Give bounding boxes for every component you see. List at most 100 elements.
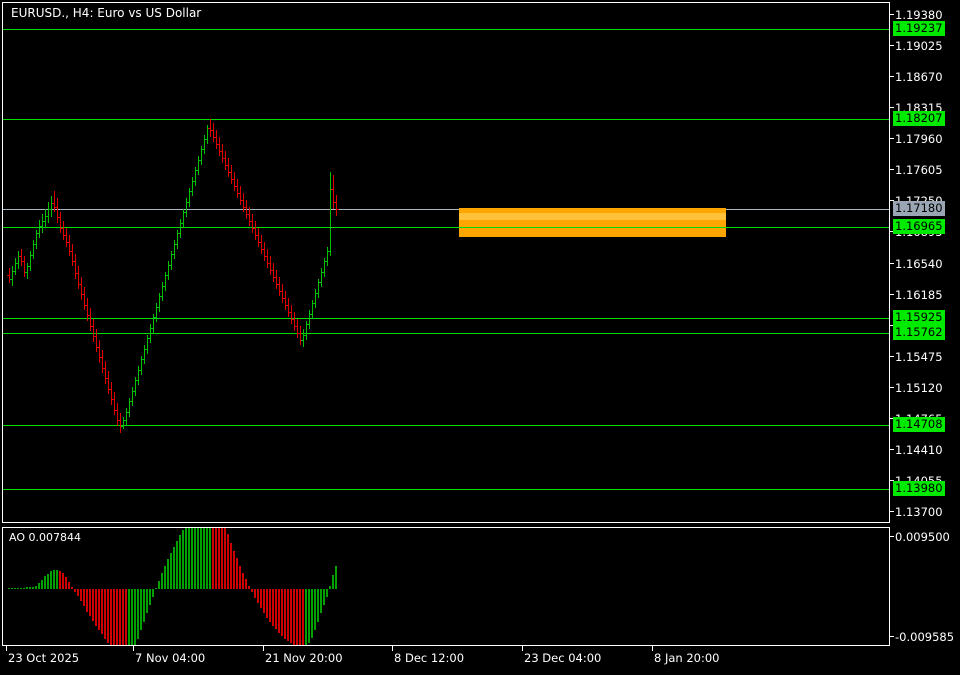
price-bar-open-tick bbox=[310, 313, 312, 315]
ao-histogram-bar bbox=[155, 588, 157, 589]
price-bar bbox=[51, 196, 52, 218]
support-level-line[interactable] bbox=[3, 227, 889, 228]
level-price-tag[interactable]: 1.14708 bbox=[893, 416, 945, 432]
time-tick-mark bbox=[392, 646, 393, 651]
price-bar bbox=[135, 376, 136, 396]
support-level-line[interactable] bbox=[3, 489, 889, 490]
ao-histogram-bar bbox=[98, 589, 100, 631]
price-bar bbox=[33, 240, 34, 260]
price-bar-open-tick bbox=[85, 304, 87, 306]
support-level-line[interactable] bbox=[3, 29, 889, 30]
price-bar-open-tick bbox=[193, 180, 195, 182]
price-bar bbox=[285, 290, 286, 310]
level-price-tag[interactable]: 1.15925 bbox=[893, 310, 945, 326]
ao-histogram-bar bbox=[302, 589, 304, 645]
level-price-tag[interactable]: 1.19237 bbox=[893, 20, 945, 36]
ao-histogram-bar bbox=[167, 559, 169, 589]
supply-demand-zone[interactable] bbox=[459, 207, 726, 238]
level-price-tag[interactable]: 1.13980 bbox=[893, 480, 945, 496]
ao-histogram-bar bbox=[140, 589, 142, 631]
price-bar bbox=[24, 255, 25, 277]
price-bar bbox=[336, 194, 337, 216]
ao-axis[interactable]: 0.009500 -0.009585 bbox=[890, 527, 958, 646]
price-bar bbox=[294, 311, 295, 331]
price-bar bbox=[81, 276, 82, 300]
ao-histogram-bar bbox=[86, 589, 88, 612]
ao-histogram-bar bbox=[116, 589, 118, 645]
ao-histogram-bar bbox=[263, 589, 265, 614]
price-bar bbox=[15, 257, 16, 275]
ao-histogram-bar bbox=[29, 586, 31, 589]
price-bar-open-tick bbox=[145, 348, 147, 350]
price-bar bbox=[96, 329, 97, 352]
ao-histogram-bar bbox=[77, 589, 79, 597]
ao-histogram-bar bbox=[170, 552, 172, 589]
time-tick-label: 8 Jan 20:00 bbox=[654, 651, 720, 665]
price-bar bbox=[237, 178, 238, 198]
time-tick-label: 21 Nov 20:00 bbox=[265, 651, 343, 665]
price-plot-area[interactable] bbox=[3, 3, 889, 522]
price-tick: 1.17960 bbox=[890, 133, 943, 145]
price-bar-open-tick bbox=[46, 215, 48, 217]
ao-histogram-bar bbox=[323, 589, 325, 606]
price-bar bbox=[153, 313, 154, 333]
ao-histogram-bar bbox=[233, 550, 235, 589]
ao-histogram-bar bbox=[248, 585, 250, 589]
price-bar-open-tick bbox=[262, 248, 264, 250]
ao-histogram-bar bbox=[173, 546, 175, 589]
price-bar-open-tick bbox=[244, 206, 246, 208]
support-level-line[interactable] bbox=[3, 318, 889, 319]
ao-histogram-bar bbox=[290, 589, 292, 644]
price-bar-open-tick bbox=[82, 294, 84, 296]
price-bar bbox=[141, 355, 142, 375]
ao-histogram-bar bbox=[200, 528, 202, 589]
bid-price-tag[interactable]: 1.17180 bbox=[893, 200, 945, 216]
price-bar bbox=[252, 213, 253, 233]
price-bar-open-tick bbox=[160, 296, 162, 297]
price-bar-open-tick bbox=[94, 336, 96, 338]
price-bar bbox=[225, 150, 226, 170]
ao-indicator-panel[interactable]: AO 0.007844 bbox=[2, 527, 890, 646]
bid-price-line[interactable] bbox=[3, 209, 889, 210]
price-bar-open-tick bbox=[265, 255, 267, 257]
ao-plot-area[interactable] bbox=[3, 528, 889, 645]
level-price-tag[interactable]: 1.18207 bbox=[893, 110, 945, 126]
price-bar bbox=[258, 227, 259, 247]
price-bar bbox=[63, 220, 64, 240]
price-bar bbox=[330, 171, 331, 256]
price-axis[interactable]: 1.19380 1.19025 1.18670 1.18315 1.17960 1.176… bbox=[890, 2, 958, 523]
support-level-line[interactable] bbox=[3, 425, 889, 426]
time-tick-label: 8 Dec 12:00 bbox=[394, 651, 465, 665]
ao-histogram-bar bbox=[224, 528, 226, 589]
ao-histogram-bar bbox=[179, 535, 181, 589]
price-bar bbox=[129, 397, 130, 417]
ao-histogram-bar bbox=[47, 573, 49, 589]
time-tick-mark bbox=[263, 646, 264, 651]
price-tick: 1.18670 bbox=[890, 71, 943, 83]
ao-histogram-bar bbox=[158, 580, 160, 589]
price-bar bbox=[183, 208, 184, 228]
level-price-tag[interactable]: 1.16965 bbox=[893, 219, 945, 235]
price-bar bbox=[126, 408, 127, 426]
price-bar bbox=[42, 213, 43, 233]
price-bar bbox=[318, 278, 319, 298]
ao-histogram-bar bbox=[215, 528, 217, 589]
price-chart-panel[interactable]: EURUSD., H4: Euro vs US Dollar bbox=[2, 2, 890, 523]
price-bar bbox=[216, 129, 217, 149]
price-bar bbox=[333, 175, 334, 209]
price-tick-label: 1.16185 bbox=[895, 287, 943, 302]
price-bar-open-tick bbox=[136, 380, 138, 381]
ao-histogram-bar bbox=[335, 565, 337, 589]
level-price-tag[interactable]: 1.15762 bbox=[893, 324, 945, 340]
price-bar-open-tick bbox=[211, 129, 213, 131]
price-bar bbox=[87, 297, 88, 321]
price-bar bbox=[66, 227, 67, 247]
ao-histogram-bar bbox=[236, 558, 238, 589]
price-bar-open-tick bbox=[181, 222, 183, 224]
time-axis[interactable]: 23 Oct 2025 7 Nov 04:00 21 Nov 20:00 8 Dec … bbox=[2, 646, 890, 675]
support-level-line[interactable] bbox=[3, 119, 889, 120]
price-bar bbox=[114, 392, 115, 415]
price-bar bbox=[174, 240, 175, 260]
support-level-line[interactable] bbox=[3, 333, 889, 334]
price-bar-open-tick bbox=[241, 199, 243, 201]
